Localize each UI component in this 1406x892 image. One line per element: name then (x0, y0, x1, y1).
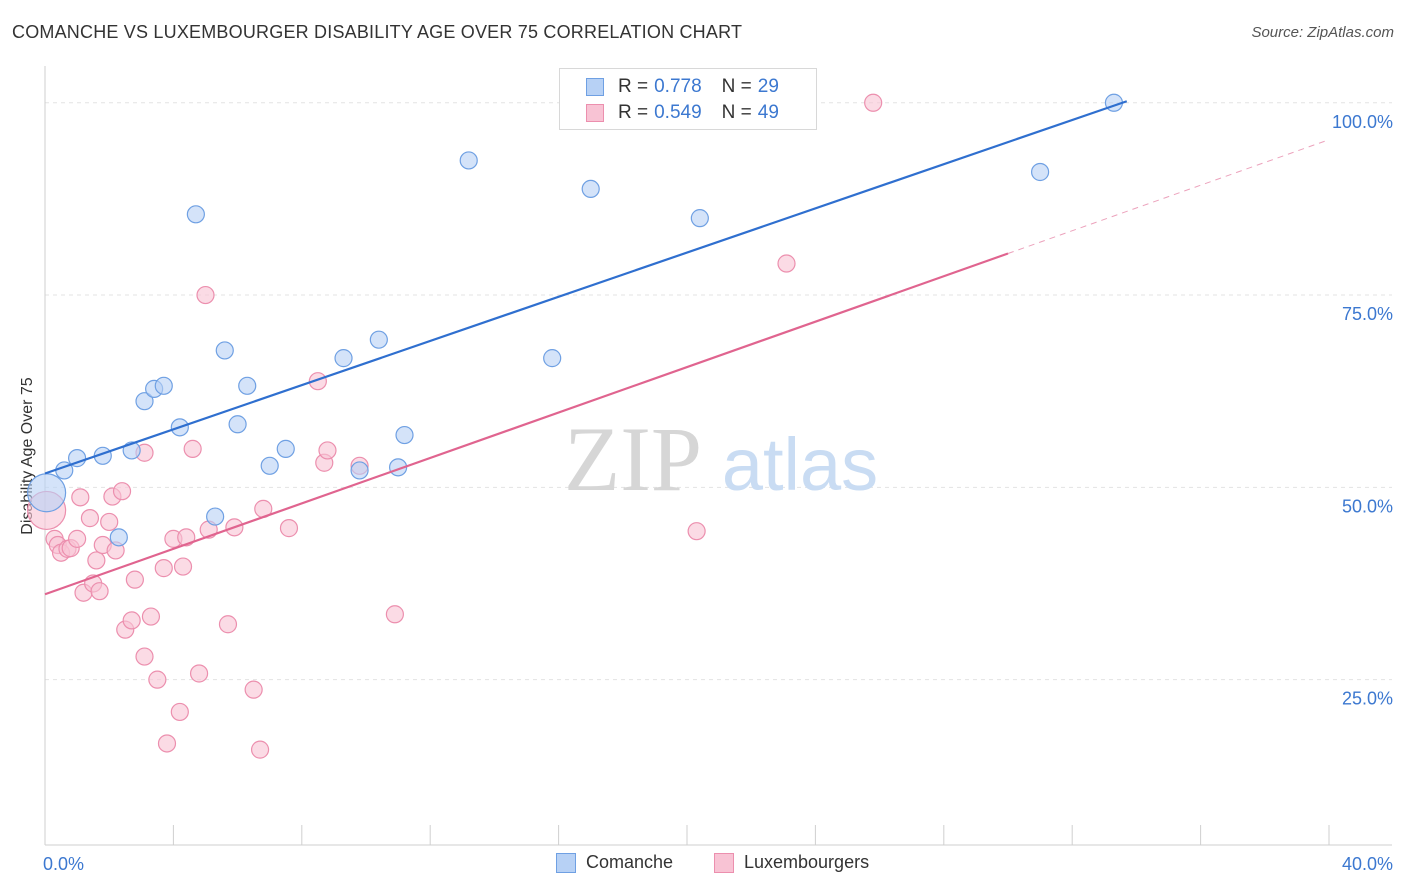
luxembourgers-point (308, 372, 327, 391)
comanche-point (395, 425, 414, 445)
source-credit: Source: ZipAtlas.com (1251, 24, 1394, 41)
legend-r-label: R = (618, 102, 649, 123)
y-tick-label: 100.0% (1332, 112, 1393, 132)
comanche-point (1030, 162, 1050, 182)
luxembourgers-point (183, 439, 202, 458)
correlation-legend: R = 0.778 N = 29 R = 0.549 N = 49 (559, 68, 817, 130)
series-legend-luxembourgers[interactable]: Luxembourgers (714, 852, 869, 873)
legend-n-label: N = (721, 76, 752, 97)
luxembourgers-point (125, 570, 144, 589)
series-swatch-luxembourgers (714, 852, 734, 873)
luxembourgers-point (777, 254, 796, 273)
legend-swatch-comanche (586, 78, 604, 96)
y-tick-label: 25.0% (1342, 689, 1393, 709)
comanche-point (228, 415, 247, 434)
luxembourgers-point (173, 557, 193, 576)
luxembourgers-point (385, 605, 404, 624)
luxembourgers-point (157, 734, 177, 753)
series-label-luxembourgers: Luxembourgers (744, 852, 870, 872)
comanche-trend-line (44, 100, 1128, 475)
legend-n-label: N = (721, 102, 752, 123)
comanche-point (690, 209, 709, 228)
luxembourgers-point (148, 670, 167, 689)
legend-swatch-luxembourgers (586, 104, 604, 122)
comanche-point (27, 473, 67, 513)
comanche-point (67, 449, 87, 468)
luxembourgers-point (80, 509, 100, 528)
comanche-point (109, 528, 128, 547)
legend-n-value: 29 (757, 76, 779, 97)
luxembourgers-point (279, 519, 299, 538)
luxembourgers-trend-line (44, 252, 1009, 596)
luxembourgers-point (135, 647, 154, 666)
comanche-point (154, 376, 173, 395)
comanche-point (186, 205, 205, 224)
luxembourgers-point (71, 488, 90, 507)
luxembourgers-point (218, 615, 238, 634)
comanche-point (135, 392, 154, 411)
trend-lines (44, 100, 1330, 596)
luxembourgers-point (87, 551, 106, 570)
legend-row-luxembourgers: R = 0.549 N = 49 (586, 101, 779, 125)
luxembourgers-point (177, 528, 196, 547)
luxembourgers-trend-extension (1007, 139, 1330, 254)
luxembourgers-point (67, 529, 87, 548)
chart-title: COMANCHE VS LUXEMBOURGER DISABILITY AGE … (12, 22, 743, 42)
y-tick-label: 50.0% (1342, 496, 1393, 516)
luxembourgers-point (244, 680, 263, 699)
x-tick-label: 40.0% (1342, 854, 1393, 874)
luxembourgers-point (154, 559, 173, 578)
x-tick-label: 0.0% (43, 854, 84, 874)
axes (44, 66, 1392, 846)
luxembourgers-point (100, 512, 119, 532)
watermark: ZIP atlas (564, 408, 878, 510)
data-points (27, 93, 1124, 759)
comanche-point (334, 349, 353, 368)
legend-r-value: 0.549 (654, 102, 702, 123)
comanche-point (276, 439, 295, 458)
comanche-point (543, 349, 562, 368)
luxembourgers-point (170, 702, 189, 722)
luxembourgers-point (196, 285, 215, 305)
comanche-point (206, 507, 225, 526)
comanche-point (369, 330, 388, 349)
watermark-atlas: atlas (722, 423, 878, 506)
luxembourgers-point (189, 664, 209, 683)
watermark-zip: ZIP (564, 408, 702, 510)
luxembourgers-point (112, 482, 132, 501)
legend-r-label: R = (618, 76, 649, 97)
legend-r-value: 0.778 (654, 76, 702, 97)
comanche-point (459, 151, 478, 170)
comanche-point (215, 341, 234, 360)
luxembourgers-point (687, 522, 706, 541)
luxembourgers-point (141, 607, 161, 626)
luxembourgers-point (122, 611, 141, 630)
luxembourgers-point (864, 93, 883, 112)
luxembourgers-point (318, 441, 337, 460)
tick-labels: 100.0% 75.0% 50.0% 25.0% 0.0% 40.0% (43, 112, 1393, 874)
comanche-point (238, 376, 257, 395)
luxembourgers-point (250, 740, 270, 759)
comanche-point (350, 461, 369, 480)
comanche-point (581, 179, 600, 199)
legend-row-comanche: R = 0.778 N = 29 (586, 75, 779, 99)
series-legend: Comanche Luxembourgers (0, 852, 1406, 876)
y-tick-label: 75.0% (1342, 304, 1393, 324)
series-swatch-comanche (556, 852, 576, 873)
legend-n-value: 49 (757, 102, 779, 123)
series-label-comanche: Comanche (586, 852, 674, 872)
series-legend-comanche[interactable]: Comanche (556, 852, 673, 873)
comanche-point (260, 456, 279, 475)
luxembourgers-point (90, 582, 109, 601)
